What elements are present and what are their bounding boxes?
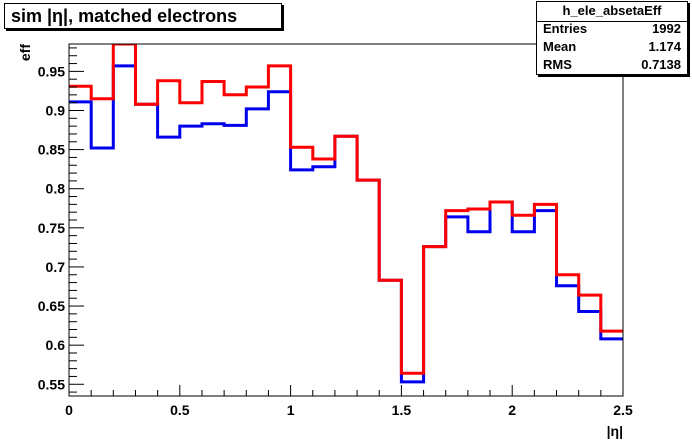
title-box: sim |η|, matched electrons bbox=[4, 3, 282, 29]
stats-row-entries: Entries 1992 bbox=[543, 21, 681, 38]
stats-label: Mean bbox=[543, 39, 577, 54]
stats-separator bbox=[537, 21, 687, 22]
stats-label: Entries bbox=[543, 21, 588, 36]
series-line-0 bbox=[69, 64, 623, 384]
y-tick-label: 0.7 bbox=[46, 259, 66, 275]
y-tick-label: 0.75 bbox=[38, 220, 65, 236]
x-axis-label: |η| bbox=[607, 423, 623, 439]
y-tick-label: 0.55 bbox=[38, 376, 65, 392]
x-tick-label: 2 bbox=[508, 402, 516, 418]
stats-box: h_ele_absetaEff Entries 1992 Mean 1.174 … bbox=[536, 1, 688, 75]
chart-title: sim |η|, matched electrons bbox=[11, 6, 238, 26]
x-tick-label: 2.5 bbox=[613, 402, 633, 418]
stats-value: 1.174 bbox=[648, 39, 681, 54]
series-line-1 bbox=[69, 44, 623, 375]
y-tick-label: 0.9 bbox=[46, 102, 66, 118]
x-tick-label: 0 bbox=[65, 402, 73, 418]
stats-row-mean: Mean 1.174 bbox=[543, 39, 681, 56]
stats-value: 1992 bbox=[652, 21, 681, 36]
x-tick-label: 1 bbox=[287, 402, 295, 418]
x-tick-label: 1.5 bbox=[392, 402, 412, 418]
y-tick-label: 0.85 bbox=[38, 142, 65, 158]
stats-histogram-name: h_ele_absetaEff bbox=[562, 3, 662, 18]
stats-row-rms: RMS 0.7138 bbox=[543, 57, 681, 74]
y-tick-label: 0.8 bbox=[46, 181, 66, 197]
y-tick-label: 0.6 bbox=[46, 337, 66, 353]
stats-value: 0.7138 bbox=[641, 57, 681, 72]
y-tick-label: 0.65 bbox=[38, 298, 65, 314]
y-axis-label: eff bbox=[17, 44, 33, 61]
x-tick-label: 0.5 bbox=[170, 402, 190, 418]
stats-label: RMS bbox=[543, 57, 572, 72]
plot-frame bbox=[68, 43, 624, 397]
y-tick-label: 0.95 bbox=[38, 63, 65, 79]
